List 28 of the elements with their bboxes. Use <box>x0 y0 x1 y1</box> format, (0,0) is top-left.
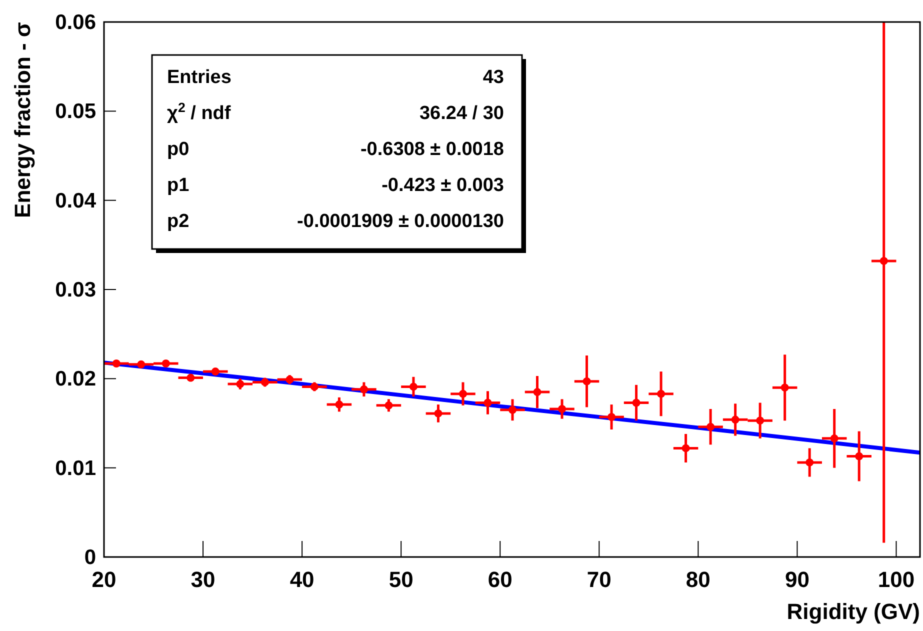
x-tick-label: 50 <box>388 567 414 592</box>
x-tick-label: 90 <box>784 567 810 592</box>
x-axis-title: Rigidity (GV) <box>786 599 920 624</box>
annotation: χ$^{2}$ / ndf <box>167 100 232 124</box>
x-tick-label: 20 <box>92 567 116 592</box>
annotation: 36.24 / 30 <box>419 103 504 124</box>
x-tick-label: 80 <box>686 567 710 592</box>
annotation: p2 <box>167 211 190 232</box>
annotation: p1 <box>167 175 190 196</box>
x-tick-label: 70 <box>586 567 612 592</box>
y-tick-label: 0.03 <box>55 278 96 302</box>
annotation: 43 <box>482 67 504 88</box>
annotation: Entries <box>167 67 232 88</box>
y-tick-label: 0.06 <box>55 11 96 34</box>
y-tick-label: 0.05 <box>55 100 96 124</box>
annotation: -0.0001909 ± 0.0000130 <box>297 211 504 232</box>
annotation: -0.423 ± 0.003 <box>382 175 504 196</box>
x-tick-label: 40 <box>290 567 314 592</box>
y-tick-label: 0.02 <box>55 368 96 391</box>
annotation: p0 <box>167 139 190 160</box>
x-tick-label: 100 <box>878 567 915 592</box>
y-tick-label: 0.01 <box>55 456 96 480</box>
y-tick-label: 0 <box>84 546 96 569</box>
annotation: -0.6308 ± 0.0018 <box>360 139 504 160</box>
x-tick-label: 30 <box>190 567 216 592</box>
y-axis-title: Energy fraction - σ <box>10 22 35 218</box>
x-tick-label: 60 <box>488 567 512 592</box>
y-tick-label: 0.04 <box>55 189 96 212</box>
